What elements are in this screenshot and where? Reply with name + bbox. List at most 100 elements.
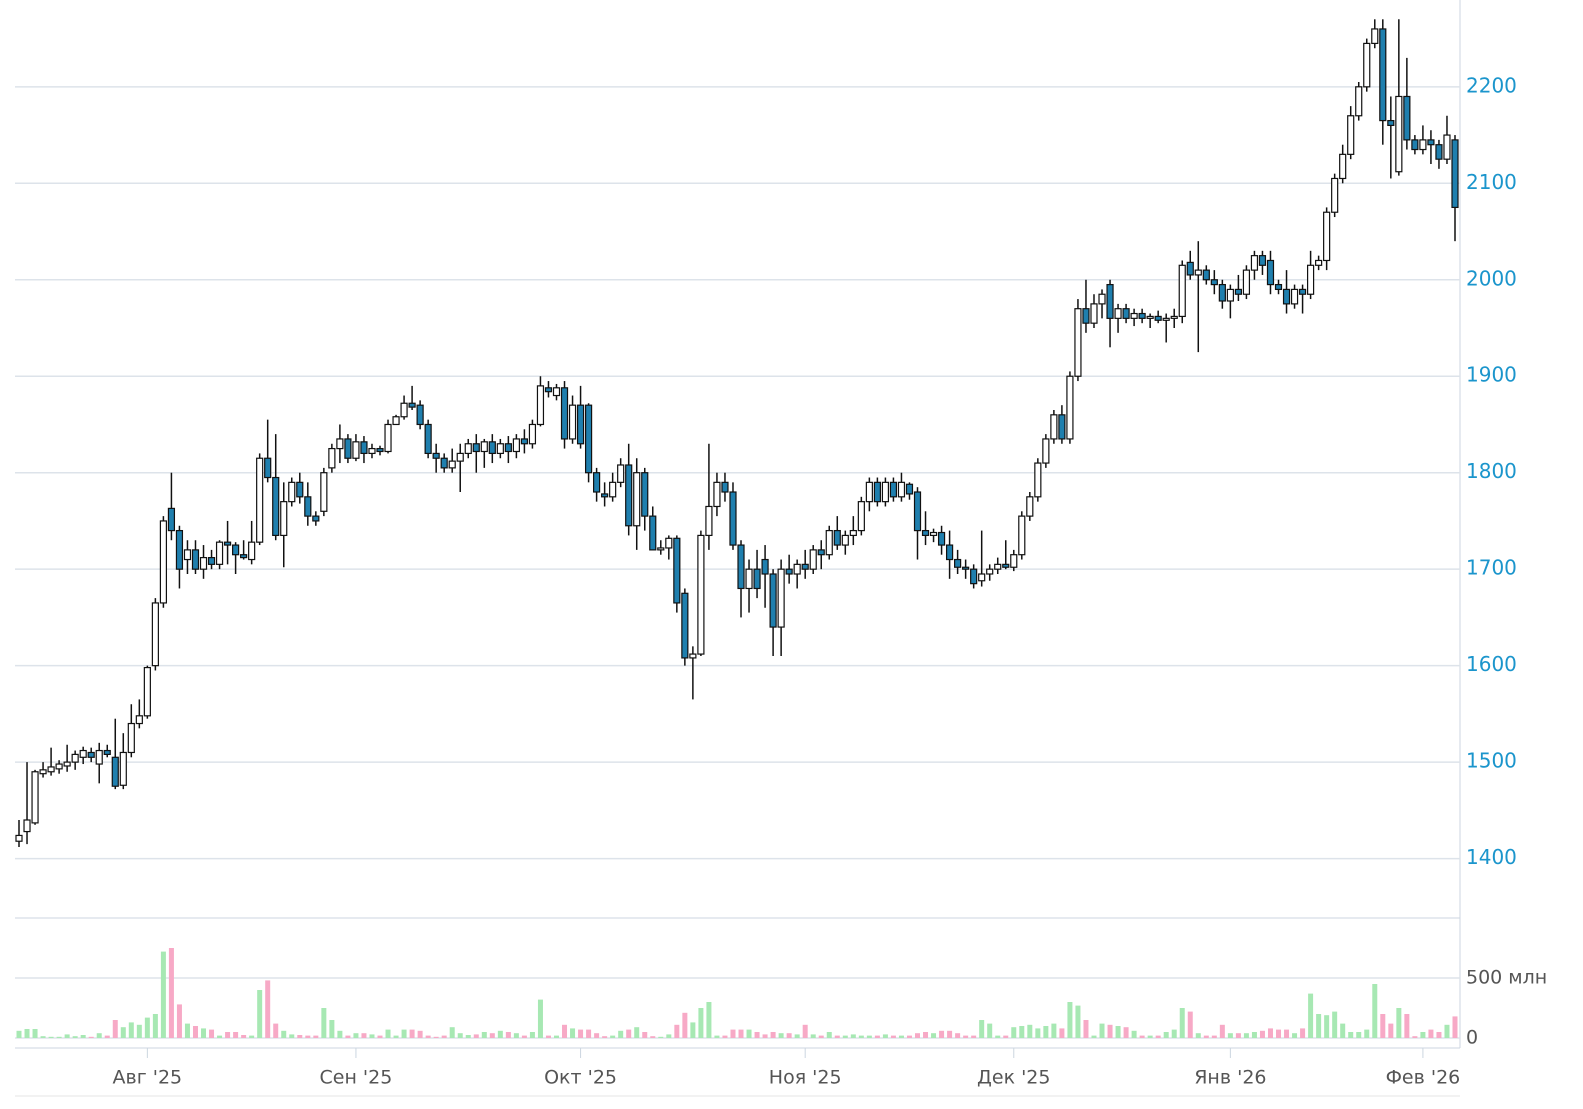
- candle-body: [504, 443, 512, 453]
- candle-body: [769, 573, 777, 628]
- candle-body: [256, 457, 264, 543]
- volume-bar: [1051, 1023, 1057, 1038]
- volume-bar: [858, 1035, 864, 1038]
- candle-body: [1162, 317, 1170, 321]
- candle-body: [456, 452, 464, 462]
- volume-bar: [521, 1035, 527, 1038]
- candle-body: [665, 537, 673, 549]
- volume-bar: [1163, 1032, 1169, 1038]
- volume-bar: [1300, 1028, 1306, 1038]
- candle-body: [536, 385, 545, 426]
- candle-body: [1098, 293, 1106, 305]
- volume-bar: [1115, 1026, 1121, 1038]
- candle-body: [304, 496, 312, 517]
- candle-body: [905, 483, 914, 495]
- candle-body: [1371, 28, 1379, 45]
- candle-body: [1170, 315, 1178, 319]
- volume-bar: [1348, 1032, 1354, 1038]
- volume-bar: [626, 1029, 632, 1038]
- volume-bar: [1107, 1024, 1113, 1038]
- volume-bar: [273, 1023, 279, 1038]
- candle-body: [384, 423, 392, 453]
- volume-bar: [297, 1035, 303, 1038]
- volume-bar: [1131, 1030, 1137, 1038]
- candle-body: [1066, 375, 1074, 440]
- candle-body: [1106, 283, 1114, 319]
- candle-body: [119, 751, 127, 786]
- candle-body: [55, 763, 63, 770]
- candle-body: [857, 501, 865, 532]
- volume-bar: [1059, 1028, 1065, 1038]
- volume-bar: [1099, 1023, 1105, 1038]
- x-tick-label: Сен '25: [320, 1067, 393, 1089]
- candle-body: [167, 507, 176, 532]
- volume-bar: [939, 1030, 945, 1038]
- volume-bar: [1356, 1032, 1362, 1038]
- volume-bar: [698, 1008, 704, 1038]
- volume-bar: [249, 1035, 255, 1038]
- volume-bar: [1235, 1033, 1241, 1038]
- volume-bar: [674, 1024, 680, 1038]
- candle-body: [1419, 139, 1427, 151]
- volume-bar: [1308, 993, 1314, 1038]
- volume-bar: [1003, 1035, 1009, 1038]
- candle-body: [1018, 515, 1026, 556]
- candle-body: [721, 481, 729, 493]
- volume-bar: [963, 1035, 969, 1038]
- candle-body: [151, 602, 159, 667]
- volume-bar: [722, 1035, 728, 1038]
- volume-bar: [1227, 1033, 1233, 1038]
- candle-body: [1178, 264, 1186, 318]
- candle-body: [881, 481, 890, 503]
- candle-body: [913, 491, 922, 532]
- candle-body: [809, 549, 817, 570]
- volume-bar: [1316, 1014, 1322, 1038]
- candle-body: [15, 834, 23, 842]
- volume-bar: [1436, 1032, 1442, 1038]
- volume-bar: [866, 1035, 872, 1038]
- candle-body: [280, 501, 288, 537]
- y-tick-label: 2100: [1466, 170, 1517, 194]
- candle-body: [368, 447, 376, 455]
- volume-bar: [433, 1036, 439, 1038]
- volume-bar: [746, 1029, 752, 1038]
- candle-body: [1331, 177, 1339, 213]
- volume-bar: [72, 1036, 78, 1038]
- candle-body: [328, 447, 336, 469]
- volume-bar: [289, 1034, 295, 1038]
- volume-bar: [1412, 1036, 1418, 1038]
- candle-body: [1290, 288, 1299, 305]
- volume-bar: [1195, 1033, 1201, 1038]
- candle-body: [512, 438, 520, 453]
- candle-body: [1411, 139, 1419, 151]
- candle-body: [159, 520, 168, 604]
- candle-body: [1034, 462, 1042, 498]
- candle-body: [1242, 269, 1251, 295]
- volume-bar: [1035, 1028, 1041, 1038]
- volume-bar: [441, 1035, 447, 1038]
- volume-bar: [1019, 1026, 1025, 1038]
- candle-body: [528, 423, 537, 445]
- volume-bar: [80, 1035, 86, 1038]
- volume-bar: [1388, 1023, 1394, 1038]
- volume-bar: [1219, 1024, 1225, 1038]
- candle-body: [584, 404, 593, 474]
- volume-bar: [449, 1027, 455, 1038]
- volume-bar: [923, 1032, 929, 1038]
- candle-body: [1050, 414, 1058, 440]
- candle-body: [264, 457, 272, 479]
- candle-body: [937, 531, 946, 546]
- candle-body: [544, 387, 553, 393]
- candle-body: [135, 715, 143, 725]
- candle-body: [87, 751, 95, 758]
- volume-bar: [473, 1034, 479, 1038]
- volume-bar: [1324, 1015, 1330, 1038]
- candle-body: [568, 404, 577, 440]
- candle-body: [1202, 269, 1210, 281]
- candle-body: [849, 529, 857, 537]
- candle-body: [1138, 312, 1146, 319]
- candle-body: [63, 761, 71, 767]
- candle-body: [1451, 139, 1459, 209]
- candle-body: [978, 573, 986, 582]
- volume-bar: [666, 1034, 672, 1038]
